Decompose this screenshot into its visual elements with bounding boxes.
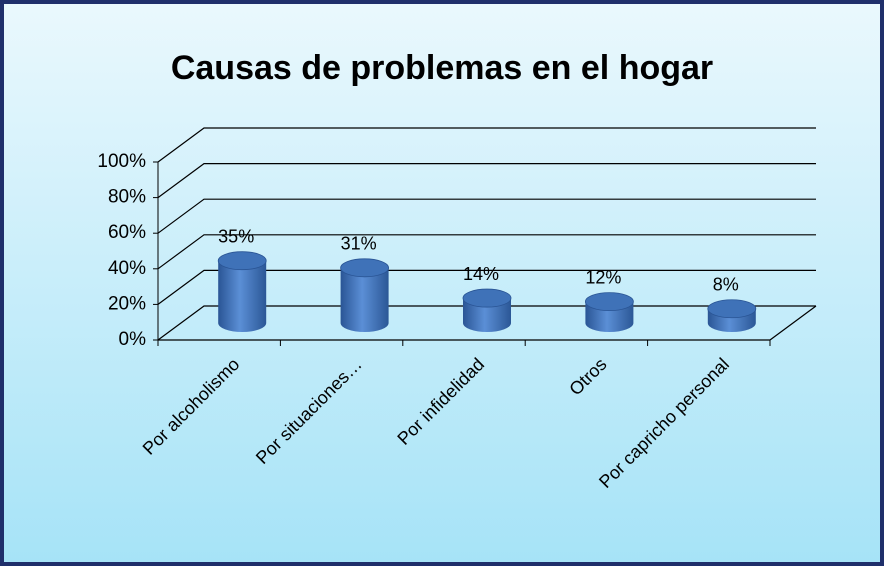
y-tick-label: 0% xyxy=(119,329,147,350)
y-tick-label: 60% xyxy=(108,222,146,243)
value-label: 8% xyxy=(713,275,739,295)
grid-line xyxy=(157,269,816,305)
chart-title: Causas de problemas en el hogar xyxy=(171,49,713,87)
y-tick-label: 100% xyxy=(97,151,146,172)
grid-line xyxy=(157,127,816,163)
bar xyxy=(462,288,512,332)
grid-line xyxy=(157,163,816,199)
bar-body xyxy=(463,298,511,332)
y-tick-label: 80% xyxy=(108,187,146,208)
value-label: 14% xyxy=(463,264,499,284)
bar xyxy=(340,258,390,332)
bar-top xyxy=(585,292,634,312)
bar-body xyxy=(340,267,389,332)
bar-top xyxy=(462,288,512,308)
value-label: 35% xyxy=(218,226,254,246)
bar xyxy=(585,292,634,332)
grid-line xyxy=(157,234,816,270)
value-label: 12% xyxy=(585,267,621,287)
value-label: 31% xyxy=(341,234,377,254)
bar-body xyxy=(218,260,267,332)
grid-line xyxy=(157,198,816,234)
bar-top xyxy=(707,299,757,319)
bar xyxy=(217,251,267,332)
y-tick-label: 40% xyxy=(108,258,146,279)
bar-top xyxy=(340,258,390,278)
y-tick-label: 20% xyxy=(108,293,146,314)
bar xyxy=(707,299,757,332)
bar-top xyxy=(217,251,267,271)
